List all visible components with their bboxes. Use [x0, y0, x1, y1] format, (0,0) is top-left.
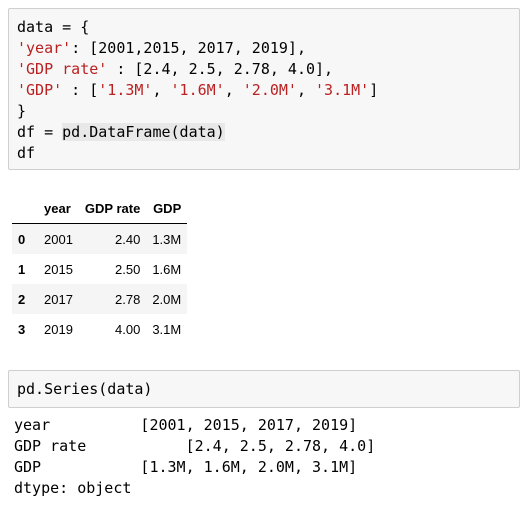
string-literal: 'GDP' — [17, 81, 63, 99]
code-cell-dataframe[interactable]: data = { 'year': [2001,2015, 2017, 2019],… — [8, 8, 520, 170]
table-header: year GDP rate GDP — [12, 193, 188, 224]
code-token: df — [17, 144, 36, 162]
string-literal: '1.3M' — [98, 81, 153, 99]
output-line: dtype: object — [14, 479, 132, 497]
table-row: 3 2019 4.00 3.1M — [12, 314, 187, 344]
code-line: data = { — [17, 17, 89, 38]
table-row: 0 2001 2.40 1.3M — [12, 223, 188, 254]
code-line: df = pd.DataFrame(data) — [17, 122, 225, 143]
row-index: 3 — [18, 321, 26, 337]
cell-year: 2017 — [44, 291, 73, 307]
cell-year: 2015 — [44, 261, 73, 277]
column-header-year: year — [42, 193, 79, 224]
table-body: 0 2001 2.40 1.3M 1 2015 2.50 1.6M 2 2017 2.78 2.0M 3… — [12, 223, 188, 345]
string-literal: 'GDP rate' — [17, 60, 108, 78]
column-header-gdp-rate: GDP rate — [78, 193, 147, 224]
string-literal: '1.6M' — [170, 81, 225, 99]
code-token: , — [296, 81, 316, 99]
row-index: 1 — [18, 261, 26, 277]
table-row: 2 2017 2.78 2.0M — [12, 284, 188, 314]
code-token: df = — [17, 123, 63, 141]
cell-gdp-rate: 4.00 — [115, 321, 141, 337]
code-token: ] — [369, 81, 379, 99]
output-line: GDP [1.3M, 1.6M, 2.0M, 3.1M] — [14, 458, 358, 476]
cell-gdp: 1.3M — [152, 231, 182, 247]
code-token: : [ — [62, 81, 99, 99]
code-line: 'year': [2001,2015, 2017, 2019], — [17, 38, 306, 59]
cell-gdp-rate: 2.78 — [115, 291, 141, 307]
cell-year: 2019 — [44, 321, 73, 337]
code-line: pd.Series(data) — [17, 380, 153, 398]
string-literal: '3.1M' — [315, 81, 370, 99]
output-line: year [2001, 2015, 2017, 2019] — [14, 416, 358, 434]
code-cell-series[interactable]: pd.Series(data) — [8, 370, 520, 408]
code-line: df — [17, 143, 35, 164]
column-header-gdp: GDP — [146, 193, 188, 224]
code-token: : [2.4, 2.5, 2.78, 4.0], — [107, 60, 334, 78]
string-literal: '2.0M' — [242, 81, 297, 99]
table-row: 1 2015 2.50 1.6M — [12, 254, 187, 284]
row-index: 2 — [18, 291, 26, 307]
string-literal: 'year' — [17, 39, 72, 57]
code-token: data = { — [17, 18, 90, 36]
cell-gdp-rate: 2.50 — [115, 261, 141, 277]
code-token: , — [224, 81, 243, 99]
code-line: } — [17, 101, 26, 122]
code-token: , — [152, 81, 171, 99]
index-header — [12, 193, 42, 224]
table-header-row: year GDP rate GDP — [12, 193, 188, 224]
dataframe-output-table: year GDP rate GDP 0 2001 2.40 1.3M 1 2015 2.50… — [12, 193, 188, 345]
cell-gdp: 1.6M — [152, 261, 182, 277]
code-token: : [2001,2015, 2017, 2019], — [71, 39, 306, 57]
code-token: pd.DataFrame(data) — [62, 123, 225, 141]
cell-gdp: 2.0M — [152, 291, 182, 307]
code-line: 'GDP' : ['1.3M', '1.6M', '2.0M', '3.1M'] — [17, 80, 378, 101]
cell-gdp: 3.1M — [152, 321, 182, 337]
code-line: 'GDP rate' : [2.4, 2.5, 2.78, 4.0], — [17, 59, 333, 80]
cell-year: 2001 — [44, 231, 73, 247]
code-token: } — [17, 102, 27, 120]
output-line: GDP rate [2.4, 2.5, 2.78, 4.0] — [14, 437, 376, 455]
row-index: 0 — [18, 231, 26, 247]
cell-gdp-rate: 2.40 — [115, 231, 141, 247]
